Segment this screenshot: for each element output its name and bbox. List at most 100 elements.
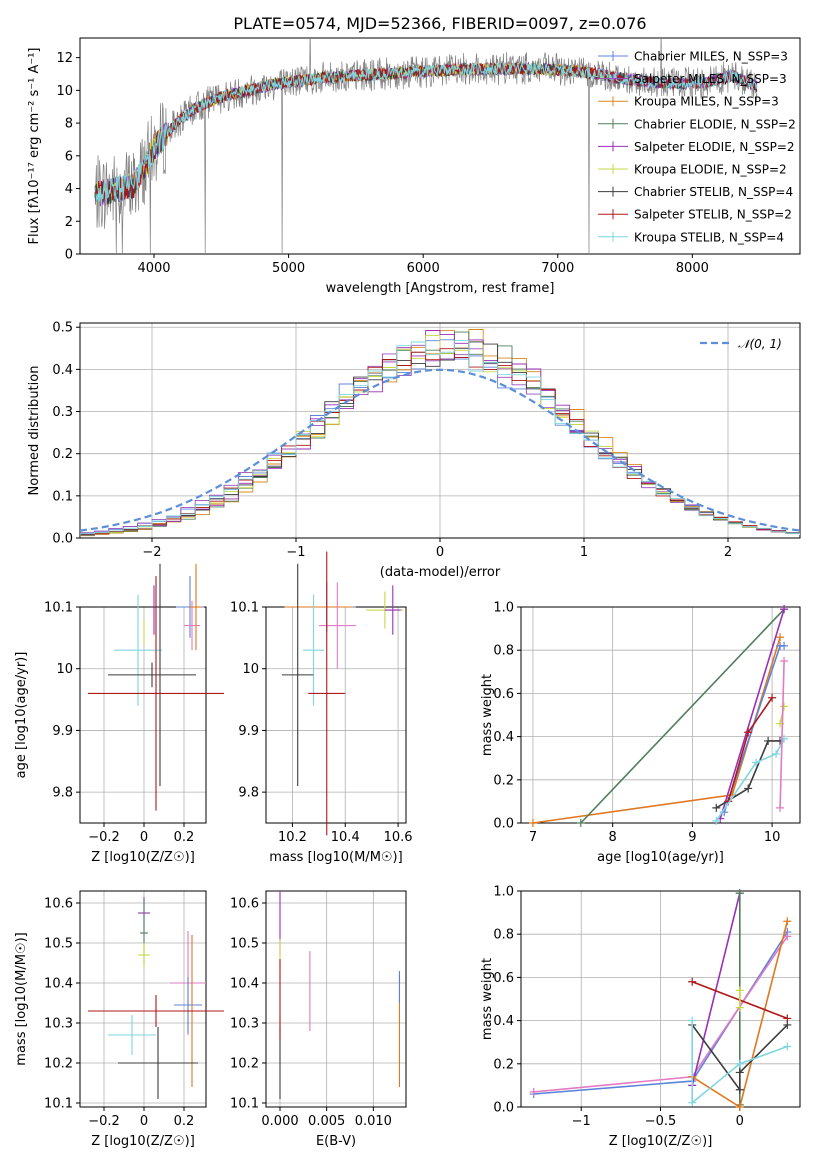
gaussian-curve — [80, 368, 800, 532]
axes: 7 8 9 10 0.0 0.2 0.4 0.6 0.8 1.0 — [493, 601, 780, 846]
x-tick-label: −1 — [572, 1114, 591, 1129]
plot-area — [266, 891, 406, 1107]
plot-frame — [79, 606, 207, 824]
y-tick-label: 10 — [56, 662, 73, 677]
track-marker — [764, 736, 773, 745]
track-marker — [735, 1059, 744, 1068]
x-tick-label: 10.4 — [331, 830, 360, 845]
y-axis-label: mass weight — [480, 958, 495, 1040]
x-tick-label: 8 — [609, 830, 617, 845]
error-bars — [88, 897, 224, 1099]
plot-area — [80, 891, 206, 1107]
track-marker — [529, 1087, 538, 1096]
x-tick-label: 1 — [580, 545, 588, 560]
x-tick-label: 0.010 — [355, 1114, 392, 1129]
x-tick-label: 0 — [436, 545, 444, 560]
y-tick-label: 10.1 — [230, 1097, 259, 1112]
track-marker — [735, 1068, 744, 1077]
y-tick-label: 0.0 — [493, 817, 514, 832]
plot-frame — [520, 890, 801, 1108]
legend-label: Salpeter STELIB, N_SSP=2 — [634, 208, 792, 222]
axes: −2 −1 0 1 2 0.0 0.1 0.2 0.3 0.4 0.5 — [52, 321, 732, 560]
x-axis-label: age [log10(age/yr)] — [597, 850, 724, 865]
y-tick-label: 0.0 — [493, 1101, 514, 1116]
track-marker — [712, 816, 721, 825]
y-tick-label: 0.2 — [52, 447, 73, 462]
error-bars — [281, 551, 404, 836]
x-tick-label: −2 — [142, 545, 161, 560]
y-tick-label: 10.1 — [44, 1097, 73, 1112]
y-tick-label: 2 — [65, 215, 73, 230]
track-marker — [783, 917, 792, 926]
plot-area — [80, 607, 206, 823]
y-tick-label: 10.3 — [44, 1017, 73, 1032]
residual-histogram-panel: −2 −1 0 1 2 0.0 0.1 0.2 0.3 0.4 0.5 𝒩(0, 1) (data-mo… — [27, 321, 801, 580]
track-marker — [772, 749, 781, 758]
x-tick-label: 7000 — [541, 261, 574, 276]
x-tick-label: −0.5 — [645, 1114, 677, 1129]
plot-area — [266, 607, 406, 823]
y-tick-label: 10.2 — [44, 1057, 73, 1072]
legend-label: Chabrier ELODIE, N_SSP=2 — [634, 117, 796, 131]
y-tick-label: 10.5 — [44, 937, 73, 952]
track-marker — [576, 819, 585, 827]
y-tick-label: 0.4 — [493, 1014, 514, 1029]
mass-weight-vs-age-panel: 7 8 9 10 0.0 0.2 0.4 0.6 0.8 1.0 age [log10(age/yr… — [480, 601, 801, 865]
y-tick-label: 0 — [65, 248, 73, 263]
x-axis-label: mass [log10(M/M☉)] — [269, 850, 402, 865]
track-marker — [768, 693, 777, 702]
x-tick-label: 0.000 — [261, 1114, 298, 1129]
track-marker — [735, 986, 744, 995]
age-vs-metallicity-panel: −0.2 0 0.2 9.8 9.9 10 10.1 Z [log10(Z/Z☉)] age [… — [14, 563, 224, 865]
y-tick-label: 9.9 — [52, 724, 73, 739]
histograms — [80, 329, 800, 537]
x-axis-label: wavelength [Angstrom, rest frame] — [326, 281, 555, 296]
y-tick-label: 0.8 — [493, 644, 514, 659]
y-tick-label: 10.6 — [230, 897, 259, 912]
x-tick-label: 0.2 — [174, 1114, 195, 1129]
error-bars — [88, 563, 224, 811]
axes: −1 −0.5 0 0.0 0.2 0.4 0.6 0.8 1.0 — [493, 885, 744, 1130]
y-tick-label: 0.6 — [493, 971, 514, 986]
track-marker — [735, 1003, 744, 1012]
y-axis-label: mass [log10(M/M☉)] — [14, 932, 29, 1065]
track-marker — [776, 633, 785, 642]
y-axis-label: Flux [fλ10⁻¹⁷ erg cm⁻² s⁻¹ A⁻¹] — [27, 48, 42, 245]
x-tick-label: −1 — [286, 545, 305, 560]
x-tick-label: 0 — [736, 1114, 744, 1129]
y-tick-label: 10.4 — [44, 977, 73, 992]
plot-frame — [79, 322, 801, 539]
y-tick-label: 0.2 — [493, 1057, 514, 1072]
y-axis-label: age [log10(age/yr)] — [14, 652, 29, 779]
track-marker — [528, 819, 537, 827]
x-tick-label: 5000 — [272, 261, 305, 276]
y-tick-label: 0.0 — [52, 532, 73, 547]
y-tick-label: 10.3 — [230, 1017, 259, 1032]
x-tick-label: 7 — [529, 830, 537, 845]
track-marker — [712, 803, 721, 812]
legend: Chabrier MILES, N_SSP=3 Salpeter MILES, N… — [598, 50, 796, 244]
track-line — [580, 608, 785, 824]
histogram-step-line — [80, 340, 800, 536]
error-bars — [279, 891, 401, 1099]
legend-label: Salpeter MILES, N_SSP=3 — [634, 72, 787, 86]
track-marker — [780, 702, 789, 711]
y-tick-label: 0.4 — [52, 363, 73, 378]
x-tick-label: 0.005 — [308, 1114, 345, 1129]
x-tick-label: 4000 — [137, 261, 170, 276]
track-marker — [780, 605, 789, 614]
y-axis-label: Normed distribution — [27, 366, 42, 496]
x-tick-label: −0.2 — [88, 1114, 120, 1129]
track-marker — [688, 1016, 697, 1025]
histogram-step-line — [80, 341, 800, 536]
tracks — [528, 605, 789, 827]
y-tick-label: 9.8 — [238, 786, 259, 801]
mass-vs-extinction-panel: 0.000 0.005 0.010 10.1 10.2 10.3 10.4 10.5 10.6 E… — [230, 890, 407, 1149]
plot-area — [521, 607, 800, 823]
y-tick-label: 10.1 — [230, 601, 259, 616]
plot-frame — [265, 890, 407, 1108]
track-line — [719, 608, 785, 819]
x-tick-label: 2 — [724, 545, 732, 560]
y-tick-label: 9.8 — [52, 786, 73, 801]
track-marker — [783, 932, 792, 941]
